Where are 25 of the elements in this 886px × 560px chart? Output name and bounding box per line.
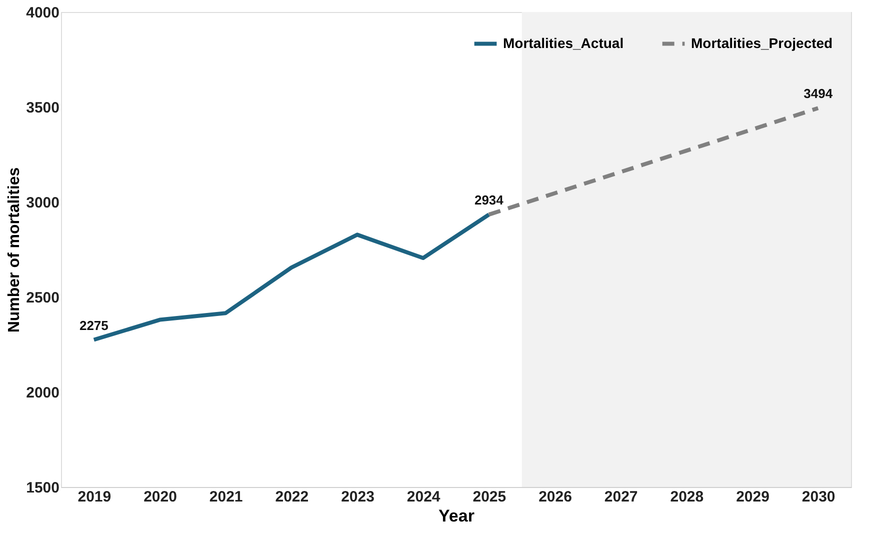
x-tick-label: 2024	[406, 488, 441, 506]
y-tick-label: 2000	[26, 384, 60, 402]
legend-label: Mortalities_Actual	[503, 34, 624, 51]
x-tick-label: 2027	[604, 488, 638, 506]
y-tick-label: 4000	[26, 4, 60, 22]
x-tick-label: 2025	[472, 488, 506, 506]
x-tick-label: 2020	[144, 488, 177, 506]
y-tick-label: 3500	[26, 100, 60, 116]
x-tick-label: 2029	[736, 488, 770, 506]
x-tick-label: 2023	[341, 488, 374, 506]
y-tick-label: 3000	[26, 194, 60, 212]
y-tick-label: 2500	[26, 290, 60, 306]
data-label: 2275	[79, 318, 108, 333]
x-tick-label: 2028	[670, 488, 704, 506]
x-tick-label: 2022	[275, 488, 309, 506]
x-tick-label: 2019	[78, 488, 112, 506]
data-label: 3494	[804, 86, 834, 102]
x-axis-title: Year	[438, 506, 475, 526]
x-tick-label: 2030	[802, 488, 836, 506]
legend-label: Mortalities_Projected	[691, 34, 833, 51]
x-tick-label: 2026	[538, 488, 572, 506]
x-tick-label: 2021	[209, 488, 243, 506]
y-tick-label: 1500	[26, 480, 60, 496]
y-axis-title: Number of mortalities	[6, 167, 24, 333]
data-label: 2934	[474, 192, 504, 208]
